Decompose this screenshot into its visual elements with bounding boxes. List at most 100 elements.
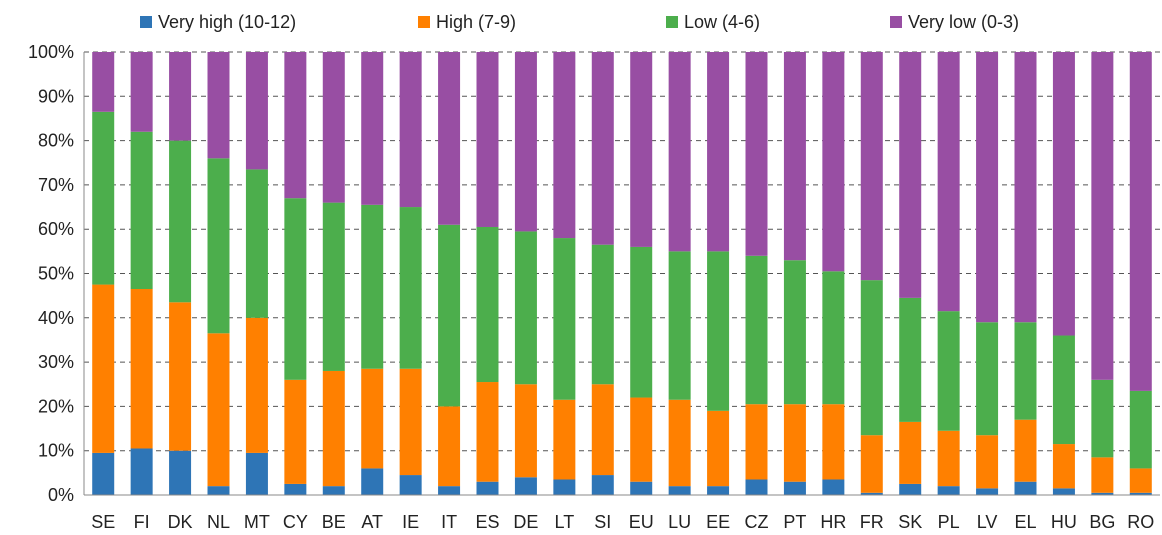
bar-segment: [707, 52, 730, 252]
bar-segment: [476, 481, 499, 495]
x-tick-label: HU: [1051, 512, 1077, 532]
bar-segment: [745, 404, 768, 480]
bar-segment: [130, 52, 153, 132]
bar-segment: [976, 435, 999, 489]
bar-segment: [1014, 52, 1037, 323]
y-tick-label: 20%: [38, 396, 74, 416]
bar-segment: [399, 475, 422, 495]
bar-segment: [438, 486, 461, 495]
bar-segment: [92, 284, 115, 453]
x-tick-label: DK: [168, 512, 193, 532]
x-tick-label: PL: [938, 512, 960, 532]
x-tick-label: LV: [977, 512, 998, 532]
bar-segment: [207, 333, 230, 487]
bar-segment: [630, 481, 653, 495]
x-tick-label: SE: [91, 512, 115, 532]
bar-segment: [860, 280, 883, 436]
bar-segment: [1129, 390, 1152, 469]
bar-segment: [438, 224, 461, 407]
bar-segment: [553, 399, 576, 480]
bar-segment: [745, 52, 768, 256]
bar-segment: [476, 52, 499, 227]
bar-segment: [1052, 335, 1075, 445]
bar-segment: [860, 435, 883, 493]
bar-segment: [976, 488, 999, 495]
bar-segment: [630, 52, 653, 247]
bar-segment: [1129, 468, 1152, 493]
bar-segment: [822, 271, 845, 405]
bar-segment: [860, 52, 883, 281]
bar-segment: [169, 52, 192, 141]
bar-segment: [322, 202, 345, 371]
bar-segment: [591, 52, 614, 245]
bar-segment: [245, 52, 268, 170]
bar-segment: [207, 486, 230, 495]
bar-segment: [1014, 481, 1037, 495]
bar-segment: [1052, 444, 1075, 489]
bar-segment: [1014, 322, 1037, 420]
x-tick-label: IT: [441, 512, 457, 532]
legend-label: Low (4-6): [684, 12, 760, 32]
bar-segment: [937, 430, 960, 487]
bar-segment: [822, 479, 845, 495]
bar-segment: [591, 244, 614, 385]
bar-segment: [476, 226, 499, 383]
bar-segment: [899, 297, 922, 422]
x-axis: SE FI DK NL MT CY BE AT IE IT ES DE LT SI EU LU EE CZ PT HR…: [84, 494, 1160, 532]
bar-segment: [514, 384, 537, 478]
bar-segment: [514, 52, 537, 232]
bar-segment: [322, 370, 345, 487]
x-tick-label: ES: [475, 512, 499, 532]
x-tick-label: EU: [629, 512, 654, 532]
x-tick-label: EL: [1014, 512, 1036, 532]
y-tick-label: 50%: [38, 264, 74, 284]
x-tick-label: LT: [555, 512, 575, 532]
bar-segment: [668, 251, 691, 400]
legend-label: Very high (10-12): [158, 12, 296, 32]
bar-segment: [783, 52, 806, 261]
bar-segment: [514, 231, 537, 385]
x-tick-label: AT: [361, 512, 383, 532]
bar-segment: [553, 52, 576, 239]
x-tick-label: IE: [402, 512, 419, 532]
legend-swatch: [418, 16, 430, 28]
y-tick-label: 10%: [38, 441, 74, 461]
bar-segment: [745, 255, 768, 405]
x-tick-label: DE: [513, 512, 538, 532]
bar-segment: [207, 52, 230, 159]
x-tick-label: NL: [207, 512, 230, 532]
bar-segment: [668, 486, 691, 495]
y-tick-label: 0%: [48, 485, 74, 505]
gridlines: [84, 51, 1160, 452]
bar-segment: [399, 52, 422, 208]
x-tick-label: LU: [668, 512, 691, 532]
bar-segment: [1129, 492, 1152, 495]
bar-segment: [207, 158, 230, 334]
y-axis: 0% 10% 20% 30% 40% 50% 60% 70% 80% 90% 100%: [28, 42, 85, 505]
bar-segment: [322, 486, 345, 495]
x-tick-label: PT: [783, 512, 806, 532]
bar-segment: [591, 384, 614, 476]
x-tick-label: HR: [820, 512, 846, 532]
bar-segment: [630, 246, 653, 398]
bar-segment: [899, 483, 922, 495]
bar-segment: [169, 450, 192, 495]
bar-segment: [899, 421, 922, 484]
bar-segment: [783, 260, 806, 405]
y-tick-label: 100%: [28, 42, 74, 62]
x-tick-label: SI: [594, 512, 611, 532]
legend-swatch: [140, 16, 152, 28]
bar-segment: [169, 302, 192, 451]
bar-segment: [1091, 492, 1114, 495]
bar-segment: [130, 131, 153, 290]
bar-segment: [553, 479, 576, 495]
x-tick-label: CY: [283, 512, 308, 532]
bars: [92, 52, 1152, 495]
x-tick-label: BE: [322, 512, 346, 532]
bar-segment: [245, 169, 268, 318]
bar-segment: [1091, 457, 1114, 493]
bar-segment: [553, 238, 576, 400]
bar-segment: [1014, 419, 1037, 482]
